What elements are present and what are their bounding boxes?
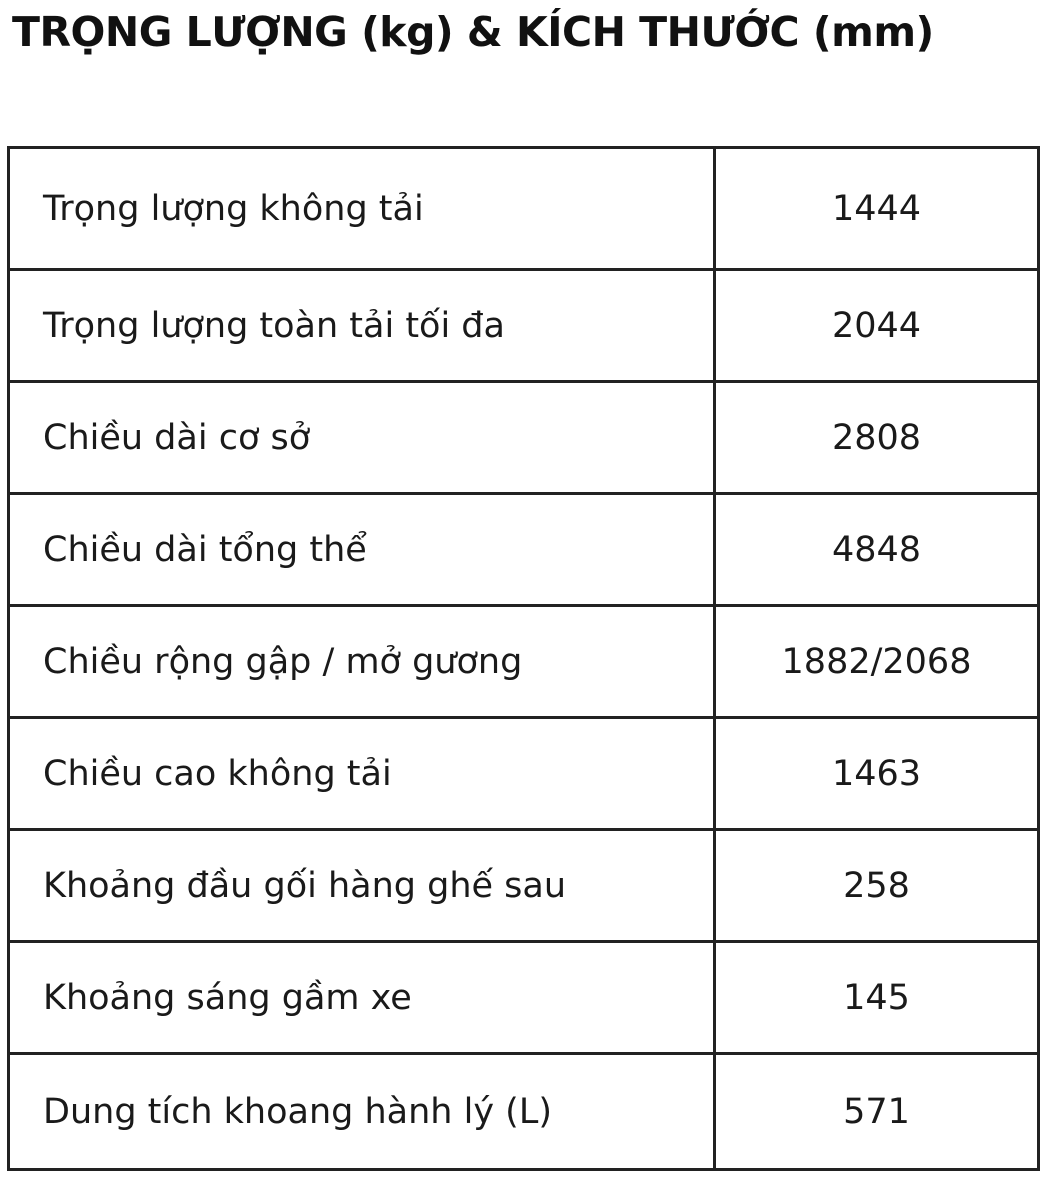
- spec-value: 1444: [713, 146, 1040, 271]
- spec-value: 1463: [713, 716, 1040, 831]
- spec-label: Dung tích khoang hành lý (L): [7, 1052, 716, 1171]
- spec-label: Chiều dài cơ sở: [7, 380, 716, 495]
- spec-value: 2044: [713, 268, 1040, 383]
- spec-label: Chiều dài tổng thể: [7, 492, 716, 607]
- specs-table: Trọng lượng không tải 1444 Trọng lượng toà…: [7, 146, 1040, 1171]
- table-row: Chiều dài cơ sở 2808: [7, 380, 1040, 495]
- spec-label: Trọng lượng toàn tải tối đa: [7, 268, 716, 383]
- page-title: TRỌNG LƯỢNG (kg) & KÍCH THƯỚC (mm): [12, 8, 934, 56]
- spec-label: Trọng lượng không tải: [7, 146, 716, 271]
- table-row: Chiều rộng gập / mở gương 1882/2068: [7, 604, 1040, 719]
- spec-value: 1882/2068: [713, 604, 1040, 719]
- table-row: Trọng lượng toàn tải tối đa 2044: [7, 268, 1040, 383]
- spec-value: 258: [713, 828, 1040, 943]
- spec-label: Chiều cao không tải: [7, 716, 716, 831]
- spec-value: 145: [713, 940, 1040, 1055]
- table-row: Khoảng sáng gầm xe 145: [7, 940, 1040, 1055]
- table-row: Khoảng đầu gối hàng ghế sau 258: [7, 828, 1040, 943]
- spec-value: 571: [713, 1052, 1040, 1171]
- table-row: Chiều cao không tải 1463: [7, 716, 1040, 831]
- spec-label: Chiều rộng gập / mở gương: [7, 604, 716, 719]
- table-row: Dung tích khoang hành lý (L) 571: [7, 1052, 1040, 1171]
- spec-value: 2808: [713, 380, 1040, 495]
- spec-label: Khoảng sáng gầm xe: [7, 940, 716, 1055]
- table-row: Chiều dài tổng thể 4848: [7, 492, 1040, 607]
- spec-value: 4848: [713, 492, 1040, 607]
- table-row: Trọng lượng không tải 1444: [7, 146, 1040, 271]
- spec-label: Khoảng đầu gối hàng ghế sau: [7, 828, 716, 943]
